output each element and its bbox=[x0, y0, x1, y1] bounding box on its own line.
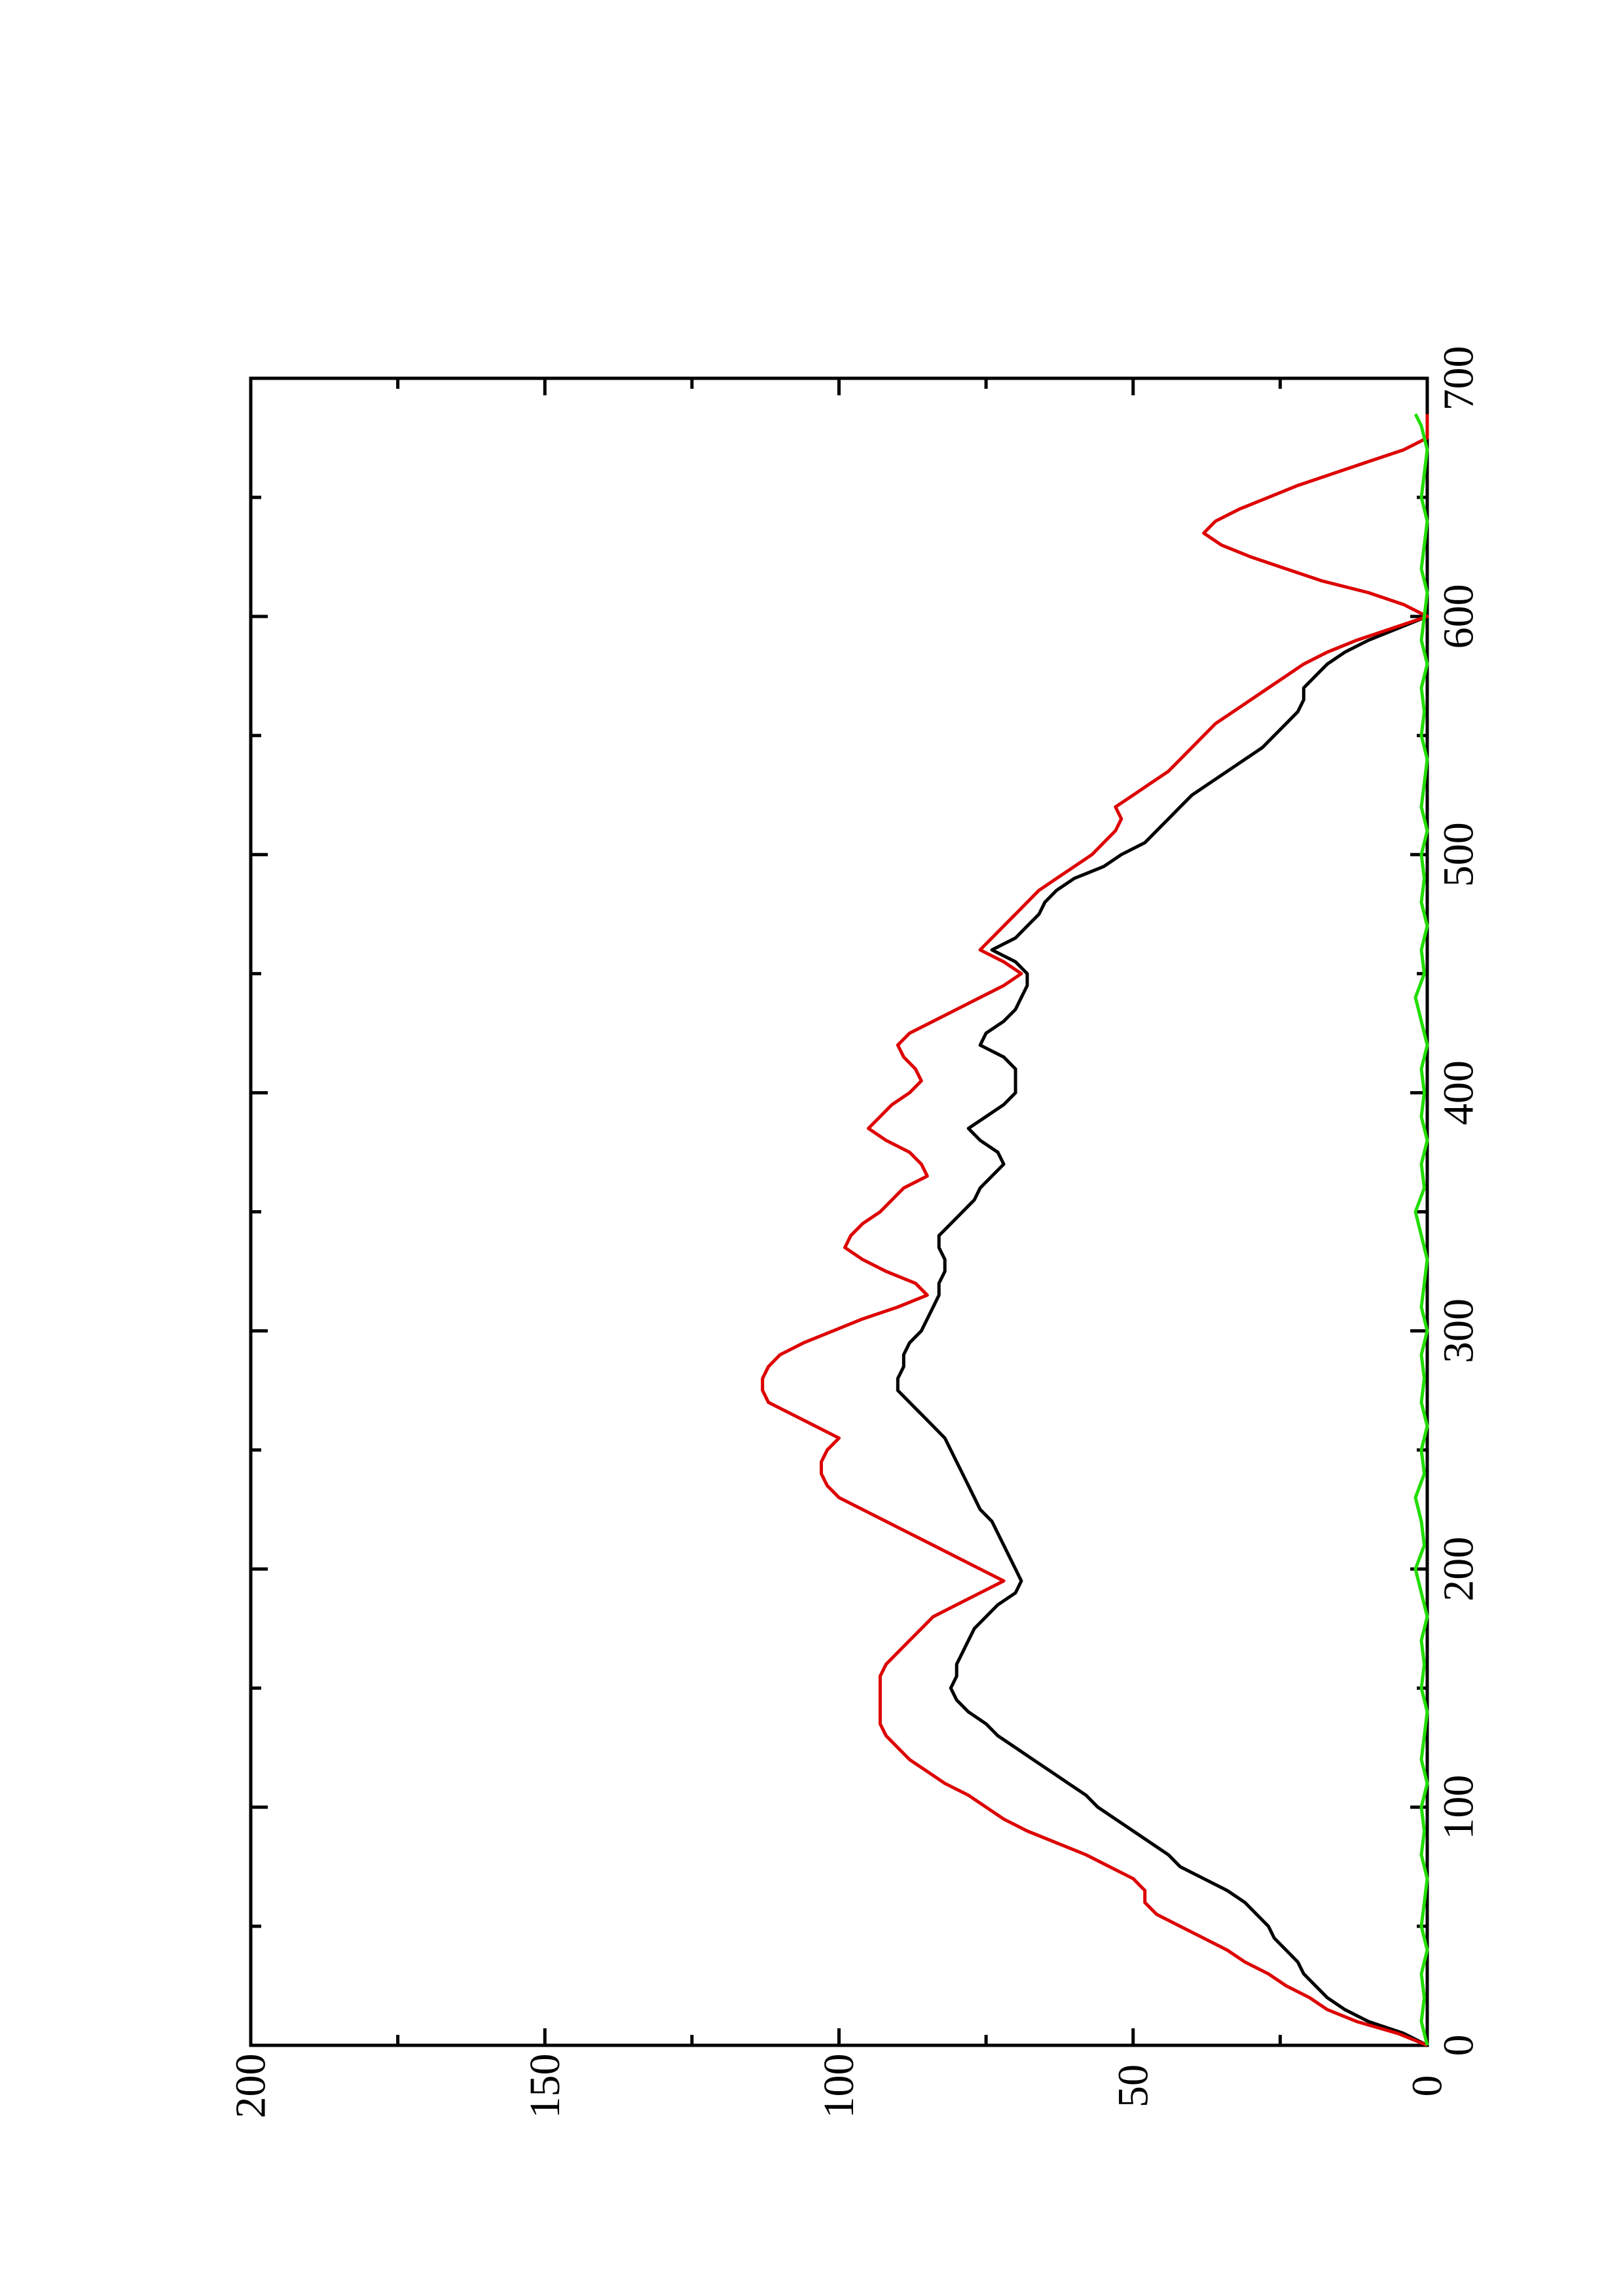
x-tick-labels: 0 100 200 300 400 500 600 700 bbox=[1435, 346, 1483, 2056]
y-tick-label: 200 bbox=[227, 2054, 275, 2119]
y-tick-label: 100 bbox=[815, 2054, 863, 2119]
axis-frame bbox=[249, 376, 1429, 2047]
x-tick-label: 700 bbox=[1435, 346, 1483, 411]
y-tick-label: 50 bbox=[1109, 2064, 1157, 2108]
plot-area: 0 100 200 300 400 500 600 700 0 50 100 150 200 bbox=[227, 346, 1483, 2119]
x-tick-label: 300 bbox=[1435, 1299, 1483, 1363]
x-tick-label: 200 bbox=[1435, 1537, 1483, 1602]
series-green-line bbox=[1413, 413, 1429, 2046]
x-tick-label: 600 bbox=[1435, 584, 1483, 649]
series-black-line bbox=[896, 414, 1429, 2047]
x-tick-label: 400 bbox=[1435, 1060, 1483, 1125]
y-tick-labels: 0 50 100 150 200 bbox=[227, 2054, 1451, 2119]
x-tick-label: 100 bbox=[1435, 1775, 1483, 1840]
x-tick-label: 500 bbox=[1435, 822, 1483, 887]
x-tick-label: 0 bbox=[1435, 2035, 1483, 2056]
series-red-line bbox=[761, 414, 1429, 2047]
y-tick-label: 150 bbox=[521, 2054, 569, 2119]
y-tick-label: 0 bbox=[1404, 2075, 1451, 2097]
series-layer bbox=[761, 413, 1429, 2047]
axis-ticks bbox=[249, 376, 1429, 2047]
